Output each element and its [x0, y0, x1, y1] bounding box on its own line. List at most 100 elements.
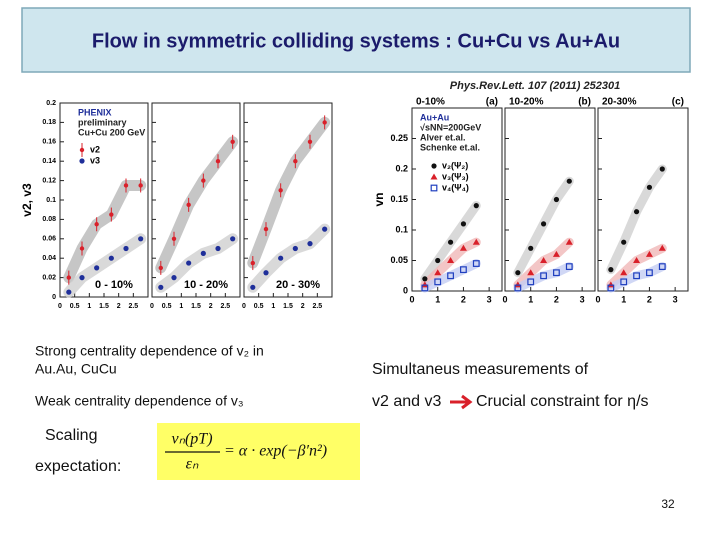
data-point — [565, 238, 573, 245]
data-point — [460, 221, 467, 227]
x-tick-label: 1.5 — [283, 303, 293, 310]
data-point — [186, 260, 192, 266]
point-dot — [109, 212, 114, 217]
data-point — [646, 269, 653, 277]
panel-tag: (a) — [486, 97, 498, 108]
data-point — [460, 266, 467, 274]
data-point — [621, 239, 627, 245]
legend-entry: v3 — [90, 155, 100, 165]
scaling-label: expectation: — [35, 458, 121, 475]
data-point — [646, 184, 653, 190]
data-point — [658, 244, 666, 251]
legend-text: √sNN=200GeV — [420, 122, 481, 132]
legend-text: PHENIX — [78, 107, 112, 117]
y-tick-label: 0.1 — [46, 197, 56, 204]
data-point — [66, 270, 72, 285]
point-dot — [79, 147, 85, 153]
point-dot — [79, 246, 85, 251]
x-tick-label: 2 — [461, 294, 466, 304]
data-point — [447, 257, 455, 263]
data-point — [527, 269, 535, 276]
reference: Phys.Rev.Lett. 107 (2011) 252301 — [450, 80, 620, 92]
data-point — [620, 278, 628, 286]
data-point — [552, 250, 560, 257]
panel-label: 0-10% — [416, 97, 445, 108]
point-dot — [322, 120, 327, 125]
x-tick-label: 0.5 — [70, 303, 80, 310]
data-point — [633, 209, 640, 215]
data-point — [645, 250, 653, 257]
point-dot — [307, 139, 313, 144]
data-point — [200, 250, 206, 256]
data-point — [66, 289, 72, 295]
band — [63, 179, 147, 284]
x-tick-label: 0.5 — [162, 303, 172, 310]
data-point — [215, 154, 221, 169]
point-dot — [138, 183, 143, 188]
y-axis-label: v2, v3 — [20, 183, 34, 217]
data-point — [79, 275, 85, 281]
data-point — [434, 278, 442, 286]
data-point — [540, 221, 547, 227]
data-point — [515, 270, 521, 276]
formula-numerator: vₙ(pT) — [171, 431, 212, 448]
data-point — [230, 236, 236, 242]
point-dot — [230, 139, 235, 144]
x-tick-label: 1 — [179, 303, 183, 310]
y-tick-label: 0.18 — [42, 119, 56, 126]
data-point — [94, 217, 99, 232]
data-point — [514, 281, 522, 288]
data-point — [528, 245, 534, 251]
y-tick-label: 0.05 — [390, 255, 408, 265]
x-tick-label: 1 — [435, 294, 440, 304]
panel-tag: (c) — [672, 97, 684, 108]
x-tick-label: 2.5 — [312, 303, 322, 310]
scaling-label: Scaling — [45, 427, 97, 444]
data-point — [322, 115, 327, 130]
x-tick-label: 3 — [580, 294, 585, 304]
title-box — [21, 7, 691, 73]
y-tick-label: 0.25 — [390, 133, 408, 143]
point-dot — [278, 188, 283, 193]
x-tick-label: 0 — [595, 294, 600, 304]
data-point — [553, 196, 560, 203]
x-tick-label: 1.5 — [99, 303, 109, 310]
data-point — [435, 257, 441, 264]
y-tick-label: 0.1 — [395, 224, 408, 234]
y-tick-label: 0.02 — [42, 274, 56, 281]
data-point — [421, 281, 429, 288]
x-tick-label: 2 — [647, 294, 652, 304]
point-dot — [293, 159, 298, 164]
data-point — [430, 184, 438, 192]
point-dot — [158, 265, 163, 271]
data-point — [322, 226, 328, 232]
data-point — [421, 284, 429, 292]
data-point — [186, 197, 191, 212]
y-tick-label: 0.16 — [42, 139, 56, 146]
data-point — [263, 222, 269, 237]
point-dot — [171, 236, 177, 241]
x-tick-label: 2.5 — [128, 303, 138, 310]
data-point — [633, 272, 640, 280]
data-point — [459, 244, 467, 251]
legend-entry: v2 — [90, 144, 100, 154]
data-point — [514, 284, 522, 292]
legend-text: Au+Au — [420, 112, 449, 122]
x-tick-label: 2 — [301, 303, 305, 310]
y-tick-label: 0 — [403, 285, 408, 295]
title: Flow in symmetric colliding systems : Cu… — [92, 30, 620, 52]
data-point — [109, 207, 114, 222]
x-tick-label: 1 — [271, 303, 275, 310]
arrow — [450, 394, 473, 410]
data-point — [434, 269, 442, 276]
y-tick-label: 0.2 — [395, 163, 408, 173]
data-point — [430, 173, 438, 180]
x-tick-label: 2 — [117, 303, 121, 310]
data-point — [215, 245, 221, 252]
formula-denominator: εₙ — [186, 456, 199, 473]
y-tick-label: 0.04 — [42, 255, 56, 262]
panel-label: 10 - 20% — [184, 279, 228, 291]
y-tick-label: 0.14 — [42, 158, 56, 165]
